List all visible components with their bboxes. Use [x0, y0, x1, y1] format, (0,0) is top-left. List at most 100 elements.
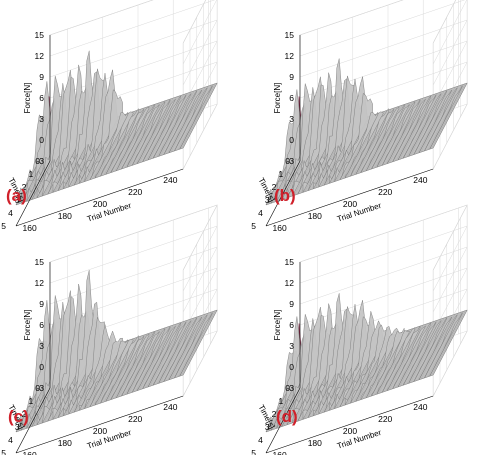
- t-tick-label: 1: [278, 396, 283, 406]
- z-gridline: [299, 0, 467, 65]
- t-tick-label: 2: [272, 182, 277, 192]
- z-tick-label: 0: [39, 362, 44, 372]
- t-tick-label: 3: [265, 422, 270, 432]
- z-tick-label: -3: [36, 156, 44, 166]
- x-tick-label: 180: [58, 211, 72, 221]
- surface-ridge: [131, 100, 166, 166]
- t-tick-label: 0: [285, 156, 290, 166]
- surface-ridge: [418, 316, 453, 380]
- surface-ridge: [168, 89, 203, 153]
- surface-ridge: [126, 103, 160, 168]
- surface-ridge: [94, 111, 129, 179]
- floor-mesh-line: [128, 101, 163, 167]
- floor-mesh-line: [431, 310, 466, 376]
- surface-ridge: [68, 301, 102, 415]
- surface-ridge: [153, 94, 187, 159]
- surface-ridge: [392, 325, 426, 389]
- x-tick-label: 160: [273, 223, 287, 233]
- panel-label-d: (d): [276, 407, 298, 426]
- x-tick-label: 240: [163, 402, 177, 412]
- surface-ridge: [429, 312, 463, 377]
- surface-ridge: [302, 303, 336, 420]
- panel-a: -3 0 3 6 9 12 15 160 180 200 220 240 0 1 2 3 4 5 Trial Num…: [0, 0, 250, 233]
- x-tick-label: 160: [23, 450, 37, 455]
- surface-ridge: [153, 321, 187, 386]
- surface-ridge: [360, 326, 394, 400]
- t-tick-label: 4: [258, 208, 263, 218]
- x-tick-label: 240: [413, 402, 427, 412]
- surface-ridge: [63, 50, 97, 189]
- surface-ridge: [15, 114, 49, 206]
- surface-ridge: [105, 107, 139, 175]
- x-tick-label: 220: [378, 187, 392, 197]
- surface-ridge: [163, 316, 197, 382]
- z-tick-label: -3: [36, 383, 44, 393]
- z-tick-label: 0: [289, 135, 294, 145]
- t-tick-label: 1: [28, 169, 33, 179]
- floor-mesh-line: [160, 90, 195, 156]
- surface-ridge: [397, 95, 431, 161]
- surface-ridge: [100, 338, 134, 404]
- surface-ridge: [137, 99, 171, 164]
- surface-ridge: [110, 335, 144, 400]
- surface-ridge: [26, 98, 60, 202]
- surface-ridge: [89, 337, 123, 407]
- surface-ridge: [142, 325, 176, 389]
- z-tick-label: 3: [289, 114, 294, 124]
- surface-ridge: [36, 83, 71, 198]
- t-tick-label: 3: [15, 422, 20, 432]
- surface-ridge: [21, 81, 55, 204]
- t-axis-line: [15, 160, 51, 227]
- floor-mesh-line: [389, 97, 424, 164]
- floor-mesh-line: [181, 83, 216, 149]
- z-tick-label: 15: [285, 257, 295, 267]
- surface-ridge: [31, 295, 65, 427]
- panel-label-c: (c): [8, 407, 29, 426]
- surface-ridge: [334, 76, 368, 182]
- surface-ridge: [413, 316, 447, 382]
- surface-ridge: [334, 300, 368, 409]
- surface-ridge: [403, 94, 437, 159]
- panel-c: -3 0 3 6 9 12 15 160 180 200 220 240 0 1 2 3 4 5 Trial Num…: [0, 204, 250, 455]
- surface-ridge: [339, 92, 373, 180]
- surface-ridge: [168, 316, 203, 380]
- surface-ridge: [265, 120, 299, 206]
- surface-ridge: [323, 306, 357, 413]
- z-tick-label: -3: [286, 383, 294, 393]
- z-tick-label: 15: [35, 257, 45, 267]
- floor-mesh-line: [378, 101, 413, 167]
- surface-ridge: [360, 108, 394, 173]
- surface-ridge: [116, 106, 150, 171]
- floor-mesh-line: [139, 324, 174, 391]
- t-tick-label: 5: [251, 448, 256, 455]
- z-tick-label: 9: [39, 72, 44, 82]
- surface-ridge: [313, 58, 347, 189]
- surface-ridge: [179, 85, 213, 150]
- surface-ridge: [42, 70, 76, 197]
- panel-b: -3 0 3 6 9 12 15 160 180 200 220 240 0 1 2 3 4 5 Trial Num…: [250, 0, 500, 233]
- floor-mesh-line: [410, 317, 445, 383]
- t-tick-label: 1: [28, 396, 33, 406]
- floor-mesh-line: [431, 83, 466, 149]
- panel-label-a: (a): [6, 186, 27, 205]
- surface-ridge: [429, 85, 463, 150]
- t-tick-label: 0: [35, 383, 40, 393]
- t-tick-label: 3: [15, 195, 20, 205]
- surface-ridge: [47, 76, 81, 195]
- surface-ridge: [158, 320, 192, 384]
- surface-ridge: [265, 350, 299, 433]
- z-tick-label: 12: [285, 278, 295, 288]
- surface-ridge: [26, 319, 60, 429]
- surface-ridge: [344, 311, 379, 406]
- surface-ridge: [424, 87, 458, 152]
- surface-ridge: [179, 312, 213, 377]
- surface-ridge: [376, 329, 410, 395]
- x-tick-label: 160: [23, 223, 37, 233]
- surface-ridge: [142, 98, 176, 162]
- surface-ridge: [52, 64, 86, 193]
- x-axis-line: [15, 395, 184, 454]
- surface-ridge: [131, 327, 166, 393]
- floor-mesh-line: [420, 87, 456, 153]
- z-gridline: [299, 0, 456, 44]
